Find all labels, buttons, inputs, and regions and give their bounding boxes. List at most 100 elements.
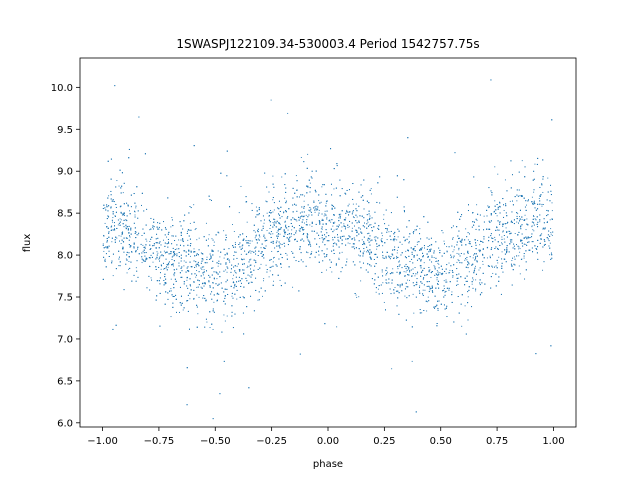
data-point — [164, 283, 166, 285]
data-point — [488, 236, 490, 238]
data-point — [525, 200, 527, 202]
data-point — [382, 255, 384, 257]
data-point — [421, 249, 423, 251]
data-point — [321, 220, 323, 221]
data-point — [398, 284, 400, 286]
data-point — [140, 243, 142, 245]
data-point — [436, 283, 438, 285]
data-point — [459, 240, 461, 242]
data-point — [411, 251, 413, 253]
data-point — [187, 266, 189, 268]
data-point — [537, 157, 539, 159]
data-point — [491, 266, 493, 268]
data-point — [433, 265, 435, 267]
data-point — [114, 85, 116, 87]
data-point — [516, 244, 517, 246]
data-point — [178, 248, 180, 250]
data-point — [471, 226, 473, 228]
data-point — [123, 251, 125, 253]
data-point — [111, 260, 113, 262]
data-point — [310, 208, 312, 210]
data-point — [272, 175, 274, 177]
data-point — [435, 241, 437, 243]
data-point — [307, 252, 309, 254]
data-point — [135, 205, 137, 207]
data-point — [232, 246, 234, 248]
data-point — [268, 215, 270, 217]
data-point — [491, 265, 493, 267]
data-point — [295, 175, 297, 177]
data-point — [374, 273, 376, 275]
data-point — [232, 278, 234, 280]
data-point — [399, 271, 401, 273]
data-point — [539, 221, 541, 223]
data-point — [138, 232, 140, 234]
data-point — [492, 237, 494, 239]
data-point — [518, 246, 520, 248]
data-point — [173, 250, 175, 252]
data-point — [108, 250, 110, 252]
data-point — [396, 271, 398, 273]
data-point — [458, 253, 460, 255]
data-point — [355, 220, 357, 222]
data-point — [310, 211, 312, 213]
data-point — [397, 236, 399, 238]
data-point — [274, 219, 276, 221]
data-point — [167, 266, 169, 268]
data-point — [541, 205, 543, 207]
data-point — [550, 252, 552, 254]
data-point — [547, 177, 549, 179]
data-point — [231, 295, 233, 297]
data-point — [172, 247, 174, 249]
data-point — [340, 236, 342, 238]
data-point — [433, 252, 435, 254]
data-point — [247, 240, 249, 242]
data-point — [176, 268, 178, 270]
data-point — [493, 266, 495, 268]
data-point — [436, 277, 438, 279]
data-point — [212, 328, 214, 330]
data-point — [315, 223, 317, 225]
data-point — [206, 259, 208, 261]
data-point — [208, 234, 210, 236]
data-point — [189, 261, 191, 263]
data-point — [213, 311, 215, 313]
data-point — [353, 246, 355, 248]
data-point — [270, 241, 272, 243]
data-point — [430, 276, 432, 278]
data-point — [398, 265, 400, 267]
data-point — [517, 234, 519, 236]
data-point — [240, 282, 242, 284]
data-point — [475, 218, 477, 220]
data-point — [303, 222, 305, 224]
data-point — [292, 286, 294, 288]
data-point — [205, 299, 207, 301]
data-point — [444, 291, 446, 293]
data-point — [365, 269, 367, 271]
data-point — [369, 256, 371, 258]
data-point — [239, 280, 241, 282]
data-point — [508, 230, 510, 232]
data-point — [464, 305, 466, 307]
data-point — [208, 281, 210, 283]
data-point — [383, 218, 385, 220]
data-point — [363, 242, 365, 244]
data-point — [409, 271, 411, 273]
data-point — [165, 267, 167, 269]
data-point — [426, 310, 428, 312]
data-point — [271, 266, 273, 268]
data-point — [233, 258, 235, 260]
data-point — [233, 230, 235, 232]
data-point — [292, 187, 294, 189]
data-point — [465, 258, 467, 260]
data-point — [189, 245, 191, 247]
data-point — [329, 266, 331, 268]
data-point — [265, 200, 267, 202]
data-point — [213, 271, 215, 273]
data-point — [298, 290, 300, 292]
data-point — [506, 250, 508, 252]
data-point — [241, 247, 243, 249]
data-point — [359, 255, 361, 257]
data-point — [120, 212, 122, 214]
data-point — [226, 175, 228, 177]
